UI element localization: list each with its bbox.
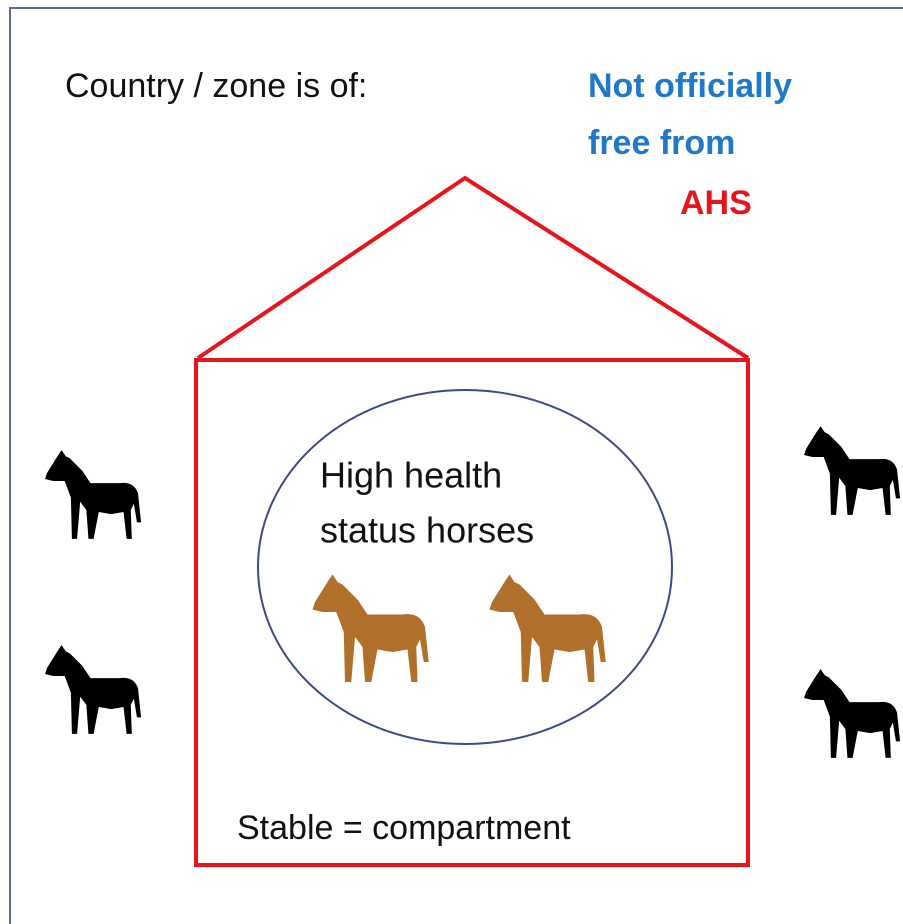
healthy-horse [313,575,429,683]
stable-label: Stable = compartment [237,809,571,847]
zone-label: Country / zone is of: [65,67,367,105]
page: {"header": {"label": "Country / zone is … [0,0,903,924]
group-label: status horses [320,510,534,551]
outside-horse [804,426,900,515]
high-health-group [258,390,672,744]
status-line: Not officially [588,67,792,105]
diagram: Country / zone is of: Not officially fre… [0,0,903,924]
outside-horse [45,450,141,539]
outside-horse [804,669,900,758]
healthy-horse [490,575,606,683]
group-label: High health [320,455,502,496]
status-disease: AHS [680,184,752,222]
outside-horse [45,645,141,734]
stable-roof [198,178,748,358]
status-line: free from [588,124,735,162]
